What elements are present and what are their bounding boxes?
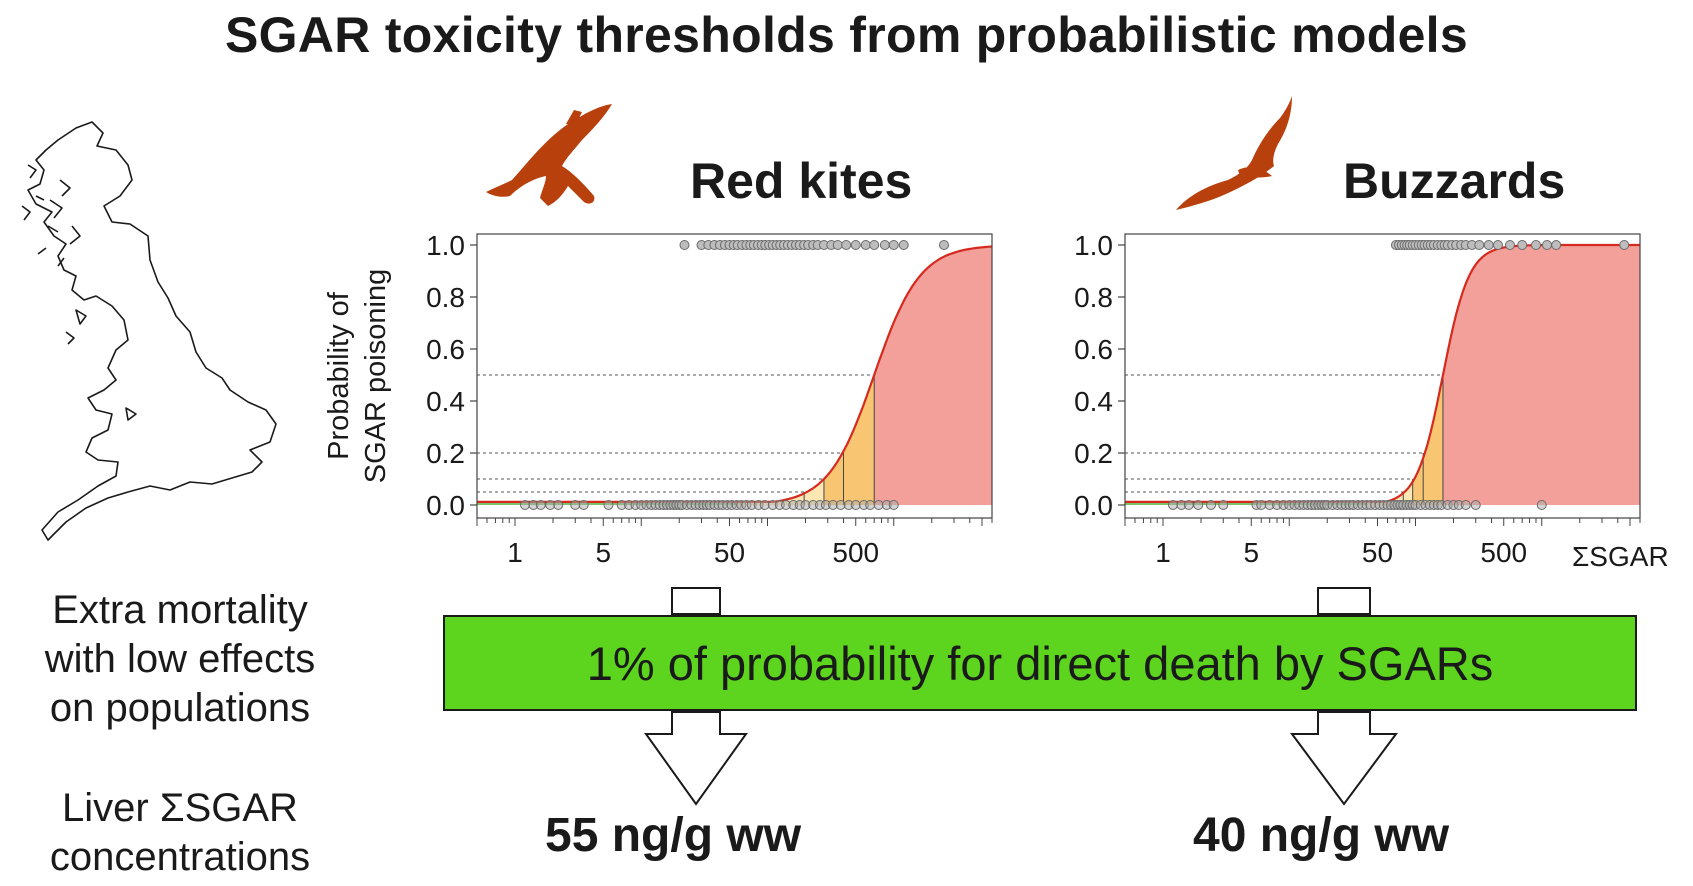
- poisoned-point: [1530, 240, 1541, 250]
- y-tick-label: 1.0: [1074, 230, 1113, 261]
- threshold-banner-text: 1% of probability for direct death by SG…: [586, 636, 1494, 690]
- red-kite-icon: [486, 104, 612, 206]
- arrow-down-icon: [1317, 587, 1371, 615]
- result-buzzards: 40 ng/g ww: [1193, 809, 1450, 862]
- nonpoisoned-point: [1536, 500, 1547, 510]
- risk-zone-fill: [1412, 375, 1443, 505]
- nonpoisoned-point: [1256, 500, 1267, 510]
- poisoned-point: [898, 240, 909, 250]
- x-tick-label: 5: [595, 537, 611, 568]
- species-label-red-kites: Red kites: [690, 153, 913, 209]
- side-text-line: Liver ΣSGAR: [62, 786, 298, 830]
- nonpoisoned-point: [535, 500, 546, 510]
- nonpoisoned-point: [1206, 500, 1217, 510]
- y-axis-label: SGAR poisoning: [360, 269, 392, 483]
- y-tick-label: 0.6: [426, 334, 465, 365]
- y-tick-label: 0.8: [426, 282, 465, 313]
- x-axis-label: ΣSGAR: [1572, 541, 1669, 572]
- risk-zone-fill: [734, 479, 824, 505]
- side-text-line: concentrations: [49, 835, 311, 879]
- y-tick-label: 0.4: [1074, 386, 1113, 417]
- poisoned-point: [1619, 240, 1630, 250]
- poisoned-point: [1483, 240, 1494, 250]
- nonpoisoned-point: [1218, 500, 1229, 510]
- risk-zone-fill: [823, 375, 875, 505]
- y-tick-label: 0.2: [1074, 438, 1113, 469]
- nonpoisoned-point: [553, 500, 564, 510]
- x-tick-label: 1: [1155, 537, 1171, 568]
- plot-frame: [476, 233, 993, 519]
- poisoned-point: [1504, 240, 1515, 250]
- poisoned-point: [1551, 240, 1562, 250]
- y-tick-label: 1.0: [426, 230, 465, 261]
- nonpoisoned-point: [520, 500, 531, 510]
- poisoned-point: [1541, 240, 1552, 250]
- nonpoisoned-point: [1193, 500, 1204, 510]
- nonpoisoned-point: [1460, 500, 1471, 510]
- result-red-kites: 55 ng/g ww: [545, 809, 802, 862]
- side-text-line: Extra mortality: [52, 588, 308, 632]
- species-label-buzzards: Buzzards: [1343, 153, 1566, 209]
- buzzard-chart: 0.0 0.2 0.4 0.6 0.8 1.0 1 5 50 500 ΣSGAR: [1074, 230, 1669, 572]
- poisoned-point: [879, 240, 890, 250]
- poisoned-point: [938, 240, 949, 250]
- buzzard-icon: [1176, 96, 1292, 210]
- y-tick-label: 0.0: [1074, 490, 1113, 521]
- x-tick-label: 500: [1480, 537, 1527, 568]
- x-tick-label: 50: [714, 537, 745, 568]
- side-text-line: on populations: [49, 686, 311, 730]
- uk-map-icon: [21, 121, 277, 541]
- nonpoisoned-point: [888, 500, 899, 510]
- x-tick-label: 500: [832, 537, 879, 568]
- side-text-line: with low effects: [44, 637, 316, 681]
- nonpoisoned-point: [578, 500, 589, 510]
- nonpoisoned-point: [865, 500, 876, 510]
- poisoned-point: [860, 240, 871, 250]
- risk-zone-fill: [874, 246, 992, 505]
- nonpoisoned-point: [1470, 500, 1481, 510]
- arrow-down-icon: [671, 587, 721, 615]
- risk-zone-fill: [1365, 481, 1413, 505]
- page-title: SGAR toxicity thresholds from probabilis…: [225, 7, 1468, 63]
- red-kite-chart: 0.0 0.2 0.4 0.6 0.8 1.0 1 5 50 500 Probability of S…: [323, 230, 993, 568]
- poisoned-point: [832, 240, 843, 250]
- poisoned-point: [1492, 240, 1503, 250]
- y-tick-label: 0.0: [426, 490, 465, 521]
- poisoned-point: [1517, 240, 1528, 250]
- nonpoisoned-point: [1183, 500, 1194, 510]
- nonpoisoned-point: [1168, 500, 1179, 510]
- y-tick-label: 0.4: [426, 386, 465, 417]
- side-text-effects: Extra mortality with low effects on popu…: [0, 586, 360, 733]
- nonpoisoned-point: [570, 500, 581, 510]
- arrow-down-icon: [1290, 711, 1398, 806]
- poisoned-point: [869, 240, 880, 250]
- x-tick-label: 5: [1243, 537, 1259, 568]
- y-tick-label: 0.6: [1074, 334, 1113, 365]
- threshold-banner: 1% of probability for direct death by SG…: [443, 615, 1637, 711]
- poisoned-point: [841, 240, 852, 250]
- arrow-down-icon: [644, 711, 748, 806]
- side-text-concentrations: Liver ΣSGAR concentrations: [0, 784, 360, 882]
- nonpoisoned-point: [603, 500, 614, 510]
- risk-zone-fill: [1442, 245, 1640, 505]
- y-tick-label: 0.2: [426, 438, 465, 469]
- x-tick-label: 50: [1362, 537, 1393, 568]
- y-axis-label: Probability of: [323, 291, 355, 460]
- x-tick-label: 1: [507, 537, 523, 568]
- poisoned-point: [888, 240, 899, 250]
- poisoned-point: [679, 240, 690, 250]
- plot-frame: [1124, 233, 1641, 519]
- y-tick-label: 0.8: [1074, 282, 1113, 313]
- poisoned-point: [1474, 240, 1485, 250]
- poisoned-point: [850, 240, 861, 250]
